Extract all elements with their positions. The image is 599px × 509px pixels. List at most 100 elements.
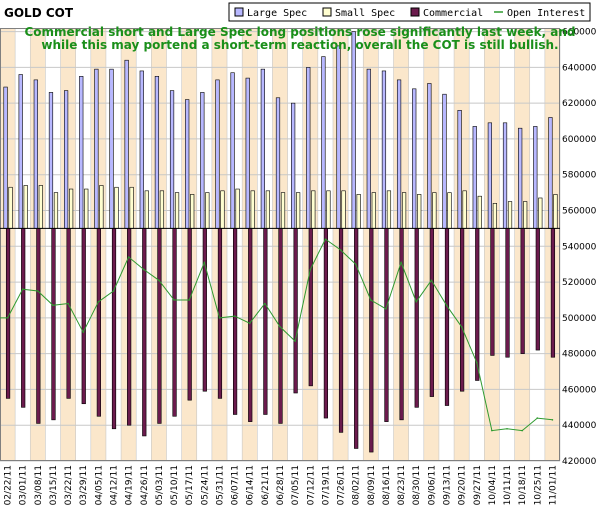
x-tick-label: 03/22/11	[64, 465, 74, 505]
bar-large-spec	[518, 127, 523, 229]
bar-commercial	[96, 228, 101, 417]
bar-large-spec	[200, 92, 205, 229]
bar-large-spec	[215, 79, 220, 229]
bar-commercial	[172, 228, 177, 417]
bar-small-spec	[447, 192, 452, 229]
bar-large-spec	[351, 31, 356, 229]
legend-swatch-large-spec	[234, 7, 244, 17]
bar-small-spec	[8, 186, 13, 229]
x-tick-label: 03/08/11	[34, 465, 44, 505]
x-tick-label: 08/09/11	[367, 465, 377, 505]
bar-large-spec	[260, 68, 265, 229]
bar-commercial	[354, 228, 359, 449]
bar-small-spec	[220, 190, 225, 229]
x-tick-label: 05/03/11	[155, 465, 165, 505]
bar-small-spec	[477, 195, 482, 229]
bar-commercial	[490, 228, 495, 356]
x-tick-label: 04/05/11	[94, 465, 104, 505]
bar-commercial	[293, 228, 298, 394]
y-tick-label: 540000	[562, 242, 597, 252]
open-interest-point	[112, 290, 115, 292]
open-interest-point	[188, 299, 190, 301]
bar-small-spec	[69, 188, 74, 229]
bar-large-spec	[275, 97, 281, 229]
bar-large-spec	[321, 56, 326, 229]
open-interest-point	[551, 419, 554, 421]
bar-large-spec	[366, 68, 371, 229]
bar-large-spec	[457, 110, 462, 229]
x-tick-label: 04/19/11	[125, 465, 135, 505]
x-tick-label: 03/15/11	[49, 465, 59, 505]
bar-large-spec	[185, 99, 190, 229]
bar-large-spec	[306, 67, 311, 229]
bar-small-spec	[84, 188, 89, 229]
bar-large-spec	[381, 70, 387, 229]
bar-small-spec	[462, 190, 467, 229]
bar-large-spec	[533, 126, 538, 229]
y-tick-label: 480000	[562, 350, 597, 360]
y-tick-label: 460000	[562, 385, 597, 395]
open-interest-point	[460, 326, 463, 328]
bar-commercial	[263, 228, 268, 415]
bar-small-spec	[265, 190, 270, 229]
bar-small-spec	[205, 192, 210, 229]
x-tick-label: 09/13/11	[442, 465, 452, 505]
bar-large-spec	[79, 76, 84, 229]
plot-border	[0, 28, 560, 461]
bar-large-spec	[427, 83, 432, 229]
x-tick-label: 03/29/11	[79, 465, 89, 505]
x-tick-label: 10/04/11	[488, 465, 498, 505]
open-interest-point	[536, 417, 539, 419]
x-tick-label: 03/01/11	[19, 465, 29, 505]
bar-commercial	[475, 228, 480, 381]
legend-box	[228, 2, 591, 22]
x-tick-label: 07/05/11	[291, 465, 301, 505]
y-axis-labels: 420000 440000 460000 480000 500000 520000 5400…	[562, 28, 597, 467]
x-tick-label: 10/18/11	[518, 465, 528, 505]
x-tick-label: 05/24/11	[200, 465, 210, 505]
bar-large-spec	[336, 45, 341, 229]
open-interest-point	[248, 322, 251, 325]
x-tick-label: 04/12/11	[110, 465, 120, 505]
x-tick-label: 05/31/11	[215, 465, 225, 505]
bar-small-spec	[144, 190, 149, 229]
open-interest-point	[203, 261, 206, 264]
legend-swatch-small-spec	[322, 7, 332, 17]
bar-large-spec	[64, 90, 69, 229]
x-tick-label: 06/07/11	[231, 465, 241, 505]
bars	[3, 31, 558, 453]
bar-small-spec	[356, 194, 361, 229]
open-interest-point	[218, 317, 221, 319]
bar-small-spec	[538, 197, 543, 229]
bar-small-spec	[23, 185, 28, 229]
bar-large-spec	[94, 68, 99, 229]
bar-commercial	[505, 228, 510, 358]
y-tick-label: 600000	[562, 135, 597, 145]
bar-large-spec	[169, 90, 175, 229]
annotation-line-1: Commercial short and Large Spec long pos…	[24, 25, 575, 39]
x-tick-label: 08/30/11	[412, 465, 422, 505]
bar-small-spec	[250, 190, 255, 229]
open-interest-point	[324, 238, 327, 240]
bar-large-spec	[442, 93, 447, 229]
y-tick-label: 660000	[562, 28, 597, 38]
x-tick-label: 08/23/11	[397, 465, 407, 505]
bar-large-spec	[18, 74, 23, 229]
bar-small-spec	[326, 190, 331, 229]
x-tick-label: 08/16/11	[382, 465, 392, 505]
bar-commercial	[414, 228, 419, 408]
open-interest-point	[21, 288, 24, 291]
legend-label-open-interest: Open Interest	[507, 8, 585, 19]
bar-small-spec	[114, 186, 119, 229]
x-tick-label: 06/21/11	[261, 465, 271, 505]
open-interest-point	[309, 268, 312, 271]
open-interest-point	[67, 302, 69, 305]
bar-commercial	[384, 228, 389, 422]
open-interest-point	[339, 249, 342, 251]
open-interest-point	[127, 256, 130, 258]
bar-large-spec	[502, 122, 508, 229]
open-interest-line	[0, 238, 554, 432]
x-tick-label: 09/06/11	[427, 465, 437, 505]
open-interest-point	[173, 299, 175, 301]
bar-small-spec	[235, 188, 240, 229]
